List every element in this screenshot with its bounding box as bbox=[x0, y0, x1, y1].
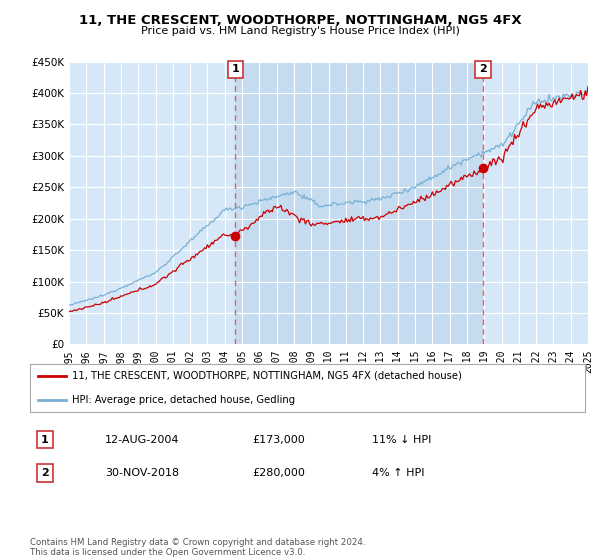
Text: 1: 1 bbox=[41, 435, 49, 445]
Text: 30-NOV-2018: 30-NOV-2018 bbox=[105, 468, 179, 478]
Text: £280,000: £280,000 bbox=[252, 468, 305, 478]
Text: 2: 2 bbox=[479, 64, 487, 74]
Text: 4% ↑ HPI: 4% ↑ HPI bbox=[372, 468, 425, 478]
Text: £173,000: £173,000 bbox=[252, 435, 305, 445]
Text: Contains HM Land Registry data © Crown copyright and database right 2024.
This d: Contains HM Land Registry data © Crown c… bbox=[30, 538, 365, 557]
Text: 11% ↓ HPI: 11% ↓ HPI bbox=[372, 435, 431, 445]
Text: 11, THE CRESCENT, WOODTHORPE, NOTTINGHAM, NG5 4FX: 11, THE CRESCENT, WOODTHORPE, NOTTINGHAM… bbox=[79, 14, 521, 27]
Text: 2: 2 bbox=[41, 468, 49, 478]
Text: 1: 1 bbox=[232, 64, 239, 74]
Text: 12-AUG-2004: 12-AUG-2004 bbox=[105, 435, 179, 445]
Bar bbox=[235, 62, 483, 344]
Text: HPI: Average price, detached house, Gedling: HPI: Average price, detached house, Gedl… bbox=[71, 395, 295, 405]
Text: Price paid vs. HM Land Registry's House Price Index (HPI): Price paid vs. HM Land Registry's House … bbox=[140, 26, 460, 36]
Text: 11, THE CRESCENT, WOODTHORPE, NOTTINGHAM, NG5 4FX (detached house): 11, THE CRESCENT, WOODTHORPE, NOTTINGHAM… bbox=[71, 371, 461, 381]
